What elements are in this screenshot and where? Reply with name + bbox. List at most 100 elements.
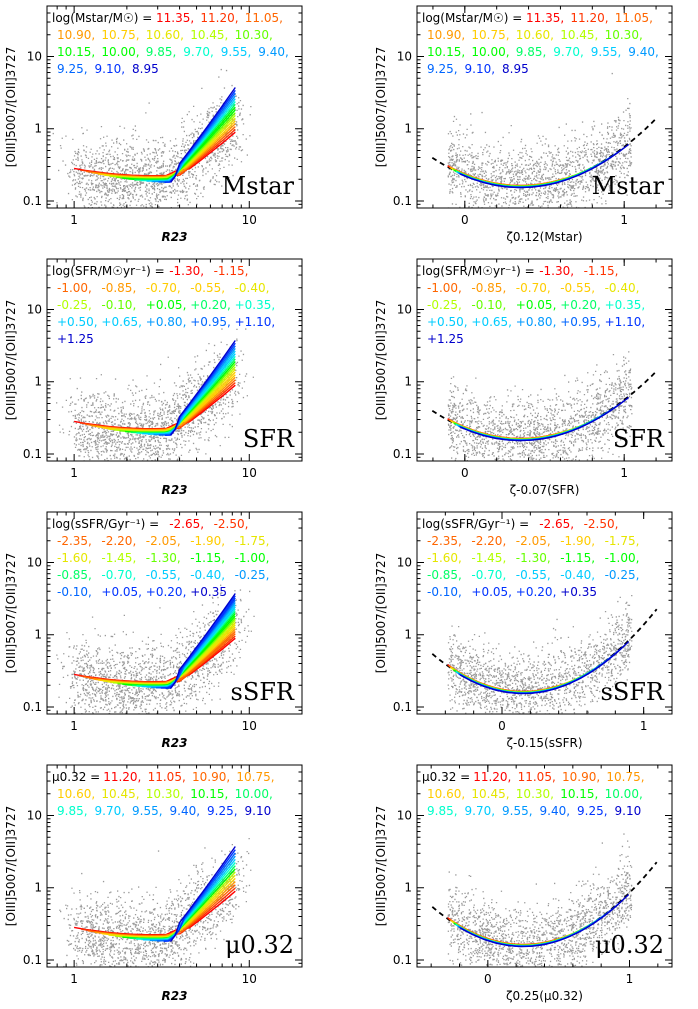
series-lines <box>447 894 630 948</box>
x-axis-label: ζ-0.07(SFR) <box>510 483 580 497</box>
legend-entry: +0.65, <box>471 315 512 329</box>
legend-entry: 9.55, <box>591 45 622 59</box>
legend-entry: 9.70, <box>553 45 584 59</box>
y-axis-label: [OIII]5007/[OII]3727 <box>4 300 18 420</box>
x-tick-label: 1 <box>70 972 78 986</box>
series-lines <box>447 396 630 442</box>
legend-entry: 10.30, <box>235 28 273 42</box>
x-tick-label: 1 <box>620 466 628 480</box>
legend-entry: -0.10, <box>471 298 506 312</box>
legend: log(SFR/M☉yr⁻¹) = -1.30, -1.15, -1.00, -0.85… <box>52 264 275 346</box>
legend-entry: +0.20, <box>190 298 231 312</box>
legend-entry: +0.50, <box>427 315 468 329</box>
legend: log(Mstar/M☉) = 11.35, 11.20, 11.05, 10.90, 1… <box>52 11 289 76</box>
legend-entry: -1.00, <box>235 551 270 565</box>
legend-entry: -0.40, <box>605 281 640 295</box>
legend-entry: -0.10, <box>101 298 136 312</box>
panel-label: SFR <box>243 425 295 453</box>
y-tick-label: 1 <box>404 628 412 642</box>
y-axis-label: [OIII]5007/[OII]3727 <box>374 806 388 926</box>
y-tick-label: 10 <box>27 809 42 823</box>
x-axis-label: ζ-0.15(sSFR) <box>506 736 582 750</box>
legend-entry: -2.65, <box>169 517 204 531</box>
legend-entry: -2.20, <box>101 534 136 548</box>
x-tick-label: 10 <box>242 213 257 227</box>
legend-entry: 10.75, <box>236 770 274 784</box>
legend-entry: 10.30, <box>146 787 184 801</box>
legend-entry: +0.95, <box>560 315 601 329</box>
series-line <box>460 894 630 948</box>
legend-entry: -0.25, <box>605 568 640 582</box>
legend-entry: 9.85, <box>146 45 177 59</box>
legend-title: log(Mstar/M☉) = <box>52 11 152 25</box>
x-tick-label: 10 <box>242 972 257 986</box>
legend-entry: 10.15, <box>560 787 598 801</box>
y-tick-label: 1 <box>404 122 412 136</box>
legend-entry: -1.15, <box>190 551 225 565</box>
legend-entry: -1.90, <box>560 534 595 548</box>
legend-entry: 10.30, <box>605 28 643 42</box>
legend-entry: -0.85, <box>57 568 92 582</box>
legend-entry: 11.20, <box>103 770 141 784</box>
legend-entry: -0.10, <box>427 585 462 599</box>
legend-entry: 10.45, <box>101 787 139 801</box>
legend-title: μ0.32 = <box>52 770 100 784</box>
legend-title: log(SFR/M☉yr⁻¹) = <box>422 264 535 278</box>
series-lines <box>73 340 236 437</box>
legend-entry: +0.20, <box>516 585 557 599</box>
y-axis-label: [OIII]5007/[OII]3727 <box>4 47 18 167</box>
y-tick-label: 1 <box>34 375 42 389</box>
legend-entry: 9.85, <box>427 804 458 818</box>
legend-entry: +0.05, <box>471 585 512 599</box>
x-axis-label: R23 <box>162 230 188 244</box>
legend-entry: -0.70, <box>101 568 136 582</box>
legend-entry: -0.25, <box>235 568 270 582</box>
legend-entry: -0.85, <box>471 281 506 295</box>
panel-label: SFR <box>613 425 665 453</box>
series-line <box>169 593 236 690</box>
legend: log(sSFR/Gyr⁻¹) = -2.65, -2.50, -2.35, -2.20… <box>52 517 269 599</box>
legend-entry: 9.25, <box>57 62 88 76</box>
series-line <box>169 340 236 437</box>
panel-mstar-zeta: 0.1 1 10 0 1 ζ0.12(Mstar) [OIII]5007/[OII]3727… <box>374 5 673 244</box>
legend-entry: 9.10 <box>245 804 272 818</box>
legend-entry: -1.30, <box>516 551 551 565</box>
series-lines <box>73 593 236 690</box>
panel-sfr-r23: 0.1 1 10 1 10 R23 [OIII]5007/[OII]3727 SFR log(S… <box>4 258 303 497</box>
legend-entry: -1.15, <box>214 264 249 278</box>
x-axis-label: R23 <box>162 736 188 750</box>
legend-entry: -0.40, <box>190 568 225 582</box>
legend-entry: -0.40, <box>235 281 270 295</box>
y-tick-label: 10 <box>397 556 412 570</box>
legend-entry: 11.05, <box>615 11 653 25</box>
plot-area <box>59 838 252 967</box>
legend-entry: +0.80, <box>516 315 557 329</box>
legend-entry: 11.05, <box>148 770 186 784</box>
legend-title: log(Mstar/M☉) = <box>422 11 522 25</box>
legend-entry: -1.75, <box>235 534 270 548</box>
legend-entry: 9.10 <box>615 804 642 818</box>
legend-entry: +0.20, <box>560 298 601 312</box>
legend-title: log(sSFR/Gyr⁻¹) = <box>52 517 159 531</box>
legend-entry: -0.40, <box>560 568 595 582</box>
legend-entry: +1.25 <box>427 332 464 346</box>
legend-entry: 10.75, <box>471 28 509 42</box>
legend-entry: 10.90, <box>562 770 600 784</box>
x-axis-label: ζ0.25(μ0.32) <box>506 989 583 1003</box>
legend-entry: 11.35, <box>156 11 194 25</box>
legend-entry: +0.35, <box>235 298 276 312</box>
legend-entry: -2.35, <box>57 534 92 548</box>
legend-entry: -1.60, <box>57 551 92 565</box>
legend-entry: +0.50, <box>57 315 98 329</box>
series-lines <box>73 846 236 943</box>
y-tick-label: 0.1 <box>23 700 42 714</box>
legend-entry: -0.55, <box>516 568 551 582</box>
legend-entry: -2.65, <box>539 517 574 531</box>
legend-entry: 9.70, <box>183 45 214 59</box>
scatter-cloud <box>59 838 252 967</box>
legend-entry: +0.35, <box>605 298 646 312</box>
y-tick-label: 10 <box>27 50 42 64</box>
legend-entry: 9.40, <box>628 45 659 59</box>
legend-entry: 9.70, <box>95 804 126 818</box>
legend-entry: +1.10, <box>605 315 646 329</box>
